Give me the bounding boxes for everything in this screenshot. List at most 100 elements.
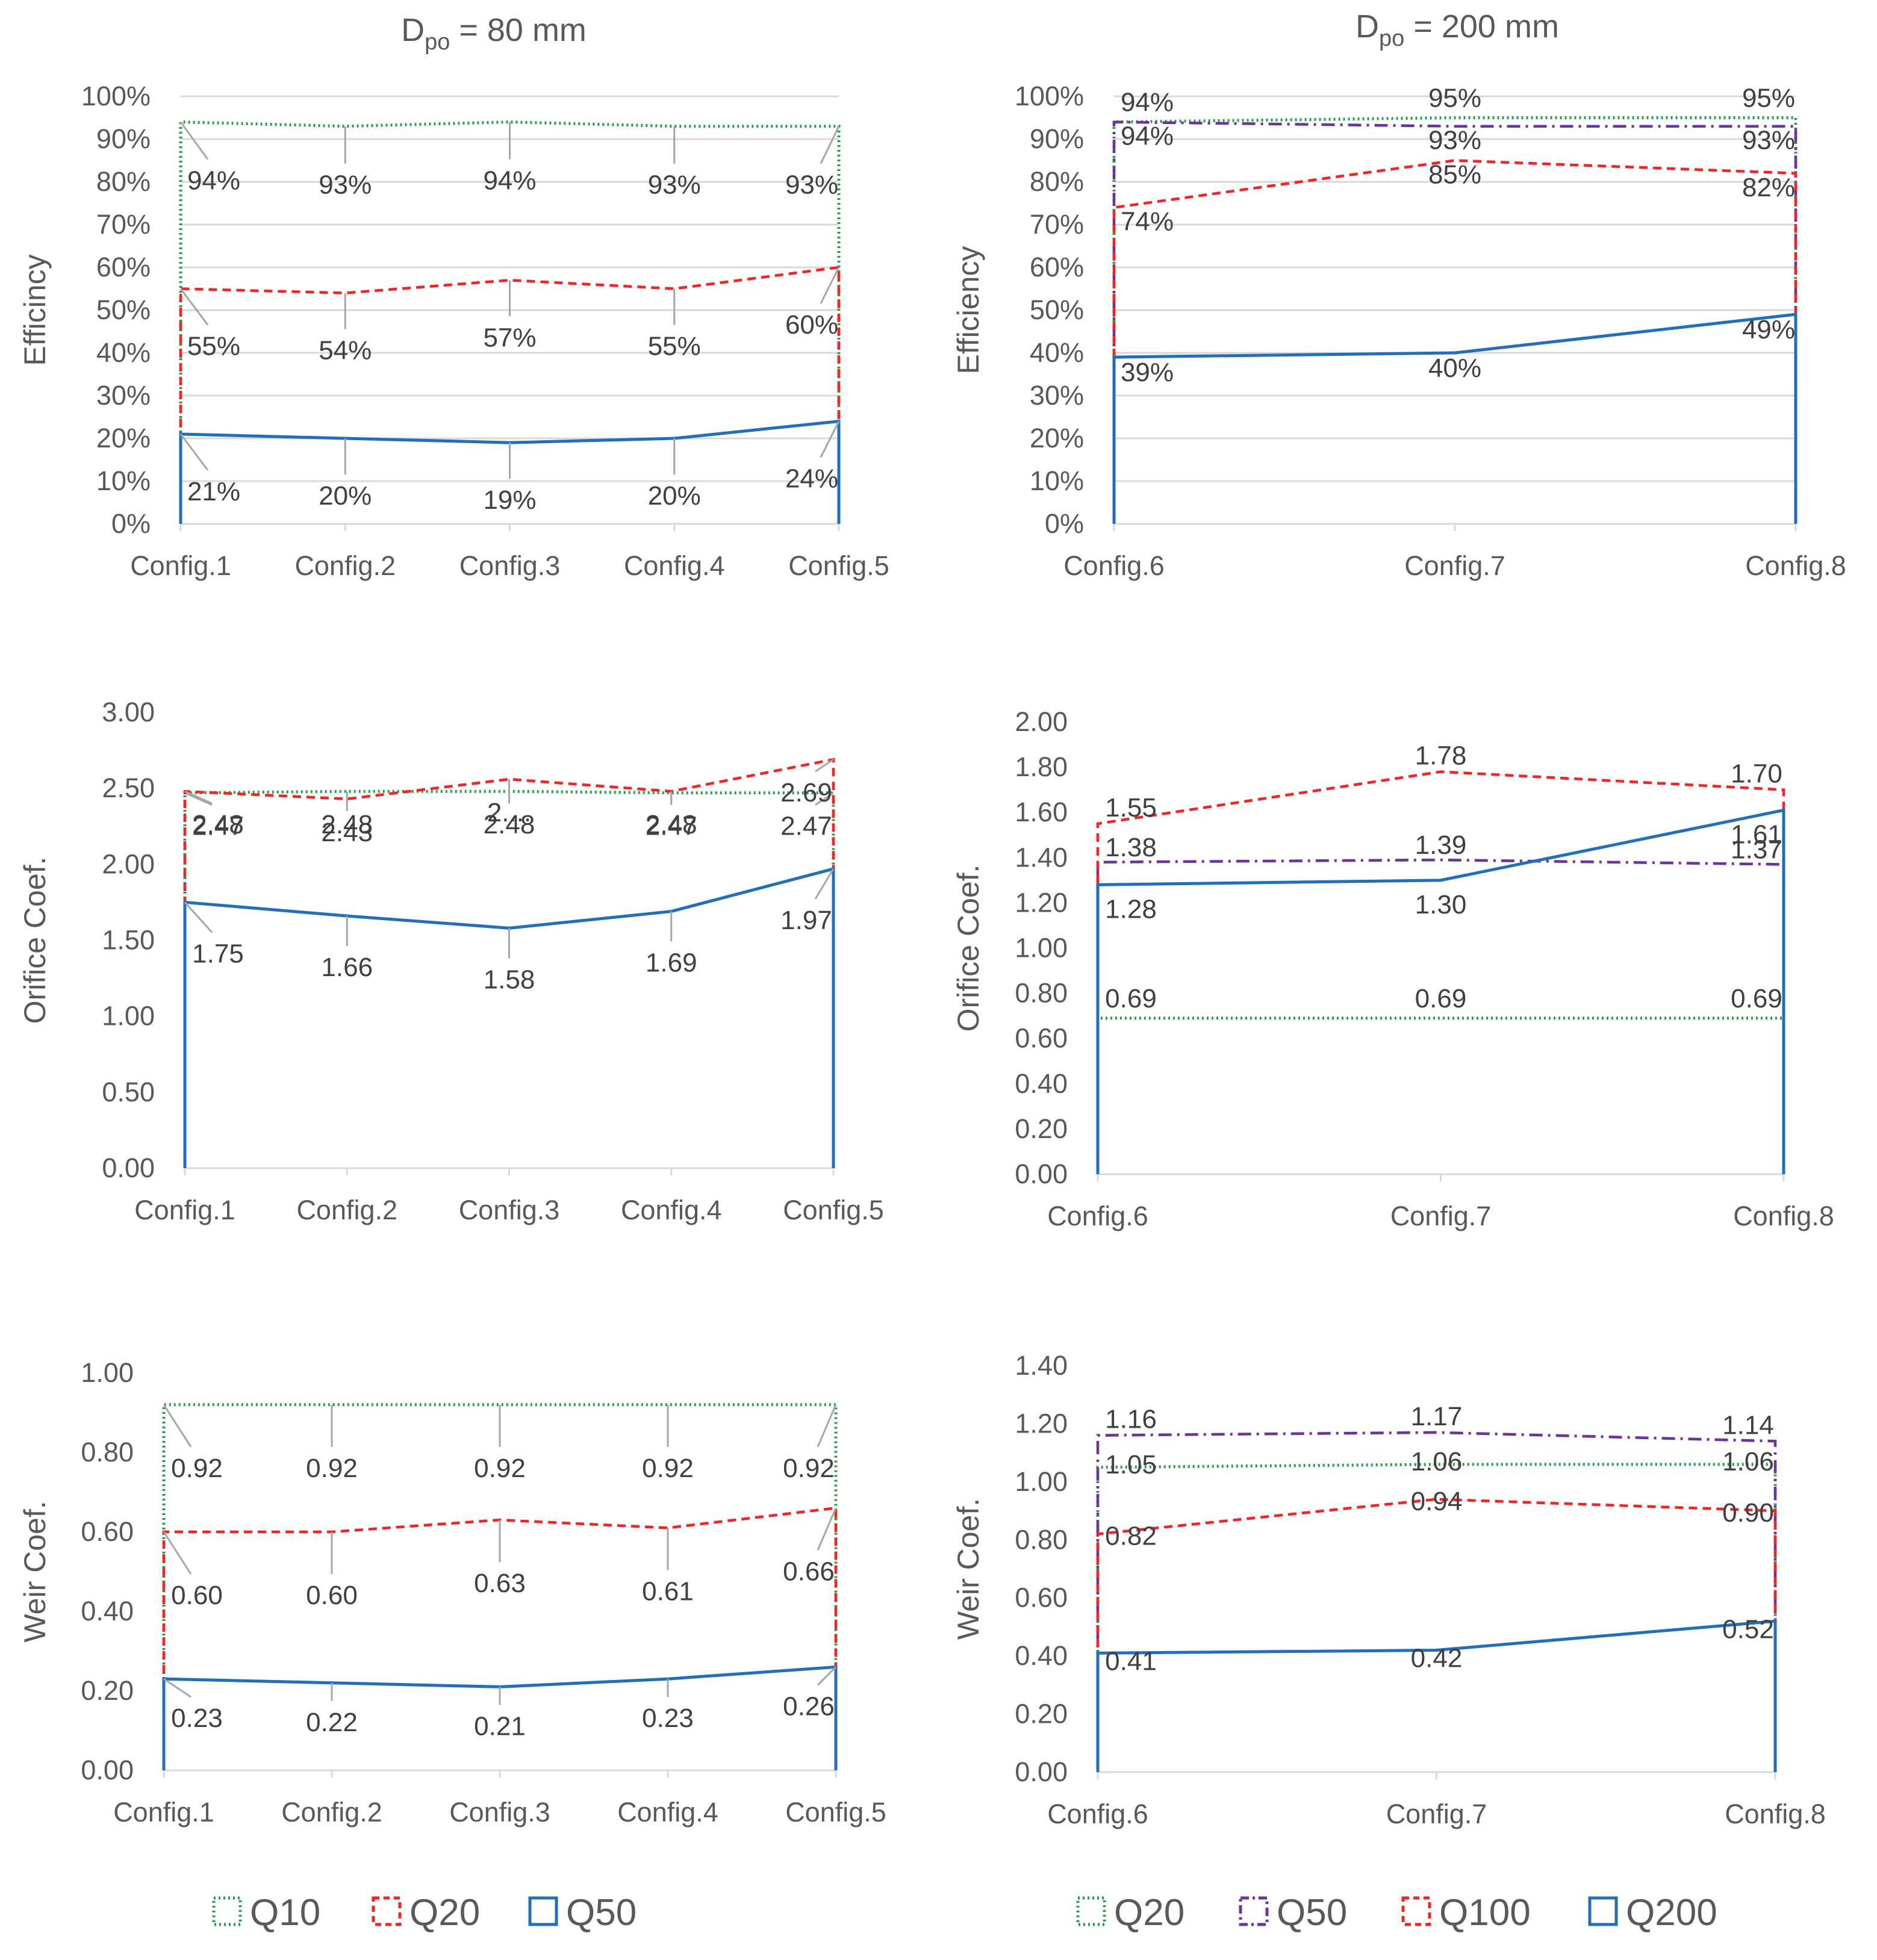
series-line-q200: [1112, 313, 1798, 524]
y-tick-label: 0%: [1045, 508, 1084, 539]
data-label: 1.28: [1105, 894, 1157, 924]
data-label: 19%: [483, 485, 536, 515]
data-label: 0.23: [171, 1703, 223, 1733]
x-tick-label: Config.7: [1404, 550, 1505, 581]
column-title-left: Dpo = 80 mm: [401, 12, 587, 55]
data-label: 1.78: [1415, 741, 1467, 771]
legend-swatch: [1588, 1896, 1618, 1926]
y-tick-label: 80%: [1030, 166, 1084, 197]
x-tick-label: Config.8: [1733, 1201, 1834, 1231]
legends-layer: Q10 Q20 Q50 Q20 Q50 Q100 Q200: [212, 1892, 1717, 1934]
y-axis-label: Efficiency: [951, 246, 985, 374]
data-label: 2.47: [646, 812, 697, 841]
leader-line: [815, 758, 834, 773]
data-label: 2.47: [192, 812, 244, 841]
data-label: 1.39: [1415, 830, 1467, 860]
leader-line: [820, 420, 840, 458]
legend-swatch: [528, 1896, 558, 1926]
y-axis-label: Efficincy: [18, 254, 52, 366]
data-label: 40%: [1428, 353, 1481, 383]
y-tick-label: 0.60: [81, 1516, 134, 1547]
leader-line: [184, 790, 213, 804]
y-tick-label: 0.20: [1015, 1113, 1068, 1144]
y-tick-label: 80%: [96, 166, 151, 197]
y-axis-label: Weir Coef.: [18, 1501, 52, 1642]
y-tick-label: 0.00: [1015, 1756, 1068, 1787]
data-label: 1.06: [1722, 1447, 1774, 1476]
y-tick-label: 1.00: [81, 1357, 134, 1388]
data-label: 95%: [1742, 84, 1795, 113]
data-label: 93%: [1428, 126, 1481, 155]
y-tick-label: 1.20: [1015, 1408, 1068, 1439]
leader-line: [184, 792, 213, 806]
y-tick-label: 0.20: [1015, 1699, 1068, 1729]
leader-line: [820, 267, 840, 304]
series-line-q10: [183, 789, 835, 1168]
data-label: 0.92: [171, 1454, 223, 1483]
data-label: 0.60: [306, 1581, 358, 1610]
y-tick-label: 0.50: [102, 1077, 155, 1107]
y-tick-label: 60%: [96, 252, 151, 282]
x-tick-label: Config.8: [1745, 550, 1846, 581]
data-label: 0.26: [783, 1691, 835, 1721]
chart-panel-5: 0.00 0.20 0.40 0.60 0.80 1.00 Config.1 Config.2…: [18, 1357, 886, 1828]
data-label: 0.90: [1722, 1498, 1774, 1528]
leader-line: [163, 1531, 192, 1575]
x-tick-label: Config.4: [624, 550, 725, 581]
y-tick-label: 1.40: [1015, 842, 1068, 873]
y-tick-label: 0.80: [1015, 978, 1068, 1009]
y-tick-label: 50%: [1030, 294, 1084, 325]
data-label: 95%: [1428, 84, 1481, 113]
leader-line: [179, 288, 209, 326]
chart-panel-6: 0.00 0.20 0.40 0.60 0.80 1.00 1.20 1.40 Config.6…: [951, 1350, 1826, 1829]
series-line-q100: [1096, 1498, 1777, 1772]
legend-label: Q200: [1626, 1892, 1717, 1934]
series-line-q50: [183, 866, 835, 1168]
x-tick-label: Config.4: [617, 1797, 718, 1828]
column-title-right: Dpo = 200 mm: [1356, 8, 1559, 51]
data-label: 2.48: [484, 810, 535, 839]
y-tick-label: 0.60: [1015, 1582, 1068, 1613]
data-label: 0.66: [783, 1557, 835, 1586]
chart-panel-4: 0.00 0.20 0.40 0.60 0.80 1.00 1.20 1.40 1.60 1.80…: [951, 706, 1834, 1231]
data-label: 57%: [483, 323, 536, 352]
y-tick-label: 1.00: [1015, 1466, 1068, 1497]
chart-panel-1: 0% 10% 20% 30% 40% 50% 60% 70% 80% 90% 100% Config.…: [18, 81, 889, 581]
data-label: 60%: [785, 310, 838, 340]
x-tick-label: Config.6: [1047, 1201, 1148, 1231]
x-tick-label: Config.5: [785, 1797, 886, 1828]
x-tick-label: Config.2: [294, 550, 396, 581]
y-tick-label: 0.40: [1015, 1068, 1068, 1099]
y-tick-label: 3.00: [102, 697, 155, 727]
legend-left: Q10 Q20 Q50: [212, 1892, 637, 1934]
y-tick-label: 20%: [1030, 423, 1084, 453]
data-label: 2.43: [321, 818, 373, 847]
legend-swatch: [1239, 1896, 1269, 1926]
data-label: 94%: [483, 166, 536, 196]
data-label: 0.63: [474, 1569, 526, 1598]
x-tick-label: Config.2: [296, 1195, 397, 1225]
y-tick-label: 2.50: [102, 773, 155, 803]
y-tick-label: 10%: [1030, 465, 1084, 496]
data-label: 49%: [1742, 315, 1795, 344]
data-label: 0.92: [474, 1454, 526, 1483]
y-tick-label: 2.00: [1015, 706, 1068, 737]
data-label: 1.61: [1731, 820, 1782, 849]
leader-line: [179, 434, 209, 471]
y-tick-label: 0.00: [81, 1755, 134, 1785]
data-label: 85%: [1428, 160, 1481, 190]
series-line-q100: [1112, 159, 1798, 524]
y-tick-label: 0.00: [102, 1153, 155, 1183]
y-tick-label: 1.60: [1015, 797, 1068, 827]
leader-line: [163, 1404, 192, 1448]
data-label: 0.69: [1415, 984, 1467, 1013]
data-label: 93%: [648, 170, 701, 200]
y-tick-label: 1.00: [102, 1001, 155, 1031]
y-tick-label: 1.20: [1015, 887, 1068, 918]
x-tick-label: Config.1: [130, 550, 231, 581]
legend-label: Q50: [1277, 1892, 1347, 1934]
data-label: 94%: [187, 166, 240, 196]
y-tick-label: 50%: [96, 294, 151, 325]
data-label: 0.82: [1105, 1522, 1157, 1551]
x-tick-label: Config.3: [459, 1195, 560, 1225]
